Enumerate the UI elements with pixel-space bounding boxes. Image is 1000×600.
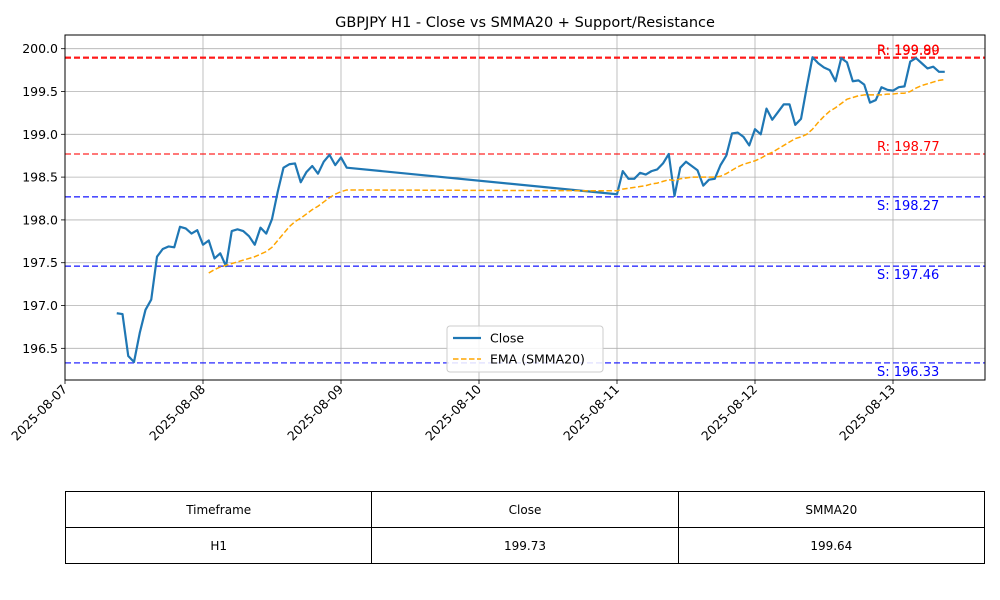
x-tick-label: 2025-08-10 (422, 381, 484, 443)
table-cell: 199.73 (372, 528, 678, 564)
close-series-line (117, 57, 945, 362)
y-tick-label: 199.5 (22, 84, 58, 99)
x-tick-label: 2025-08-11 (560, 382, 622, 444)
table-header-cell: SMMA20 (678, 492, 984, 528)
x-tick-label: 2025-08-07 (8, 382, 70, 444)
support-label: S: 197.46 (877, 268, 939, 283)
resistance-label: R: 199.89 (877, 44, 940, 59)
table-row: H1 199.73 199.64 (66, 528, 985, 564)
legend-label: EMA (SMMA20) (490, 352, 585, 367)
chart-title: GBPJPY H1 - Close vs SMMA20 + Support/Re… (335, 15, 715, 31)
support-label: S: 198.27 (877, 199, 939, 214)
chart-canvas: GBPJPY H1 - Close vs SMMA20 + Support/Re… (0, 0, 1000, 480)
smma-series-line (209, 80, 945, 273)
table-cell: H1 (66, 528, 372, 564)
x-tick-label: 2025-08-09 (284, 381, 346, 443)
table-header-cell: Timeframe (66, 492, 372, 528)
summary-table: Timeframe Close SMMA20 H1 199.73 199.64 (65, 491, 985, 564)
axis-ticks: 196.5 197.0 197.5 198.0 198.5 199.0 199.5 200.0… (8, 41, 898, 443)
table-header-row: Timeframe Close SMMA20 (66, 492, 985, 528)
support-label: S: 196.33 (877, 365, 939, 380)
y-tick-label: 196.5 (22, 341, 58, 356)
legend: Close EMA (SMMA20) (447, 326, 603, 372)
x-tick-label: 2025-08-13 (836, 382, 898, 444)
y-tick-label: 198.0 (22, 212, 58, 227)
y-tick-label: 199.0 (22, 127, 58, 142)
y-tick-label: 200.0 (22, 41, 58, 56)
legend-label: Close (490, 331, 524, 346)
table-header-cell: Close (372, 492, 678, 528)
x-tick-label: 2025-08-08 (146, 381, 208, 443)
y-tick-label: 198.5 (22, 170, 58, 185)
x-tick-label: 2025-08-12 (698, 382, 760, 444)
resistance-label: R: 198.77 (877, 140, 940, 155)
data-series (117, 57, 945, 362)
y-tick-label: 197.5 (22, 255, 58, 270)
table-cell: 199.64 (678, 528, 984, 564)
y-tick-label: 197.0 (22, 298, 58, 313)
